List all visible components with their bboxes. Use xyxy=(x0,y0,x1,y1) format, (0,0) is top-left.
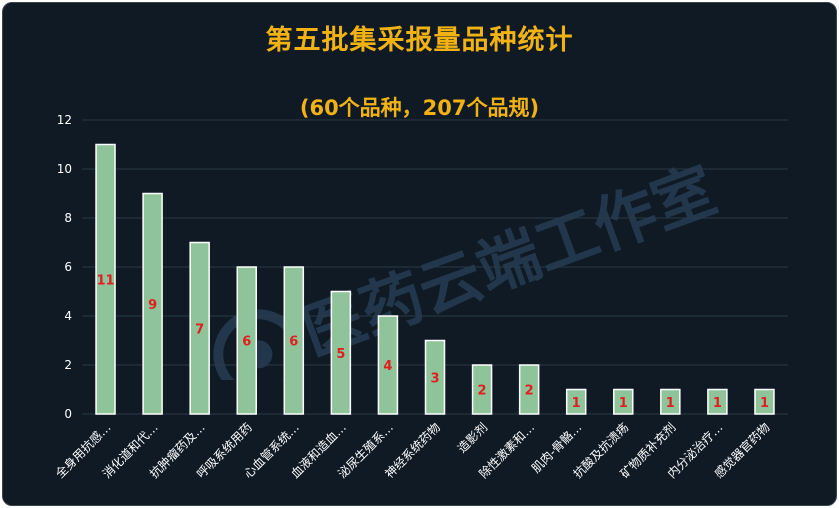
y-tick-label: 2 xyxy=(64,358,72,372)
data-label: 6 xyxy=(289,335,298,350)
data-label: 1 xyxy=(666,396,675,411)
bar xyxy=(236,266,257,415)
data-label: 1 xyxy=(760,396,769,411)
bar xyxy=(471,364,493,415)
bar xyxy=(707,388,728,415)
data-label: 11 xyxy=(96,273,114,288)
y-tick-label: 6 xyxy=(64,260,72,274)
data-label: 3 xyxy=(430,371,439,386)
bar xyxy=(565,388,587,415)
y-tick-label: 8 xyxy=(64,211,72,225)
bar xyxy=(142,192,163,415)
bar xyxy=(330,290,352,415)
chart-subtitle: (60个品种，207个品规) xyxy=(299,96,540,120)
bar xyxy=(95,143,116,415)
chart-title: 第五批集采报量品种统计 xyxy=(265,25,574,56)
data-label: 5 xyxy=(336,347,345,362)
data-label: 4 xyxy=(383,359,392,374)
bar xyxy=(660,388,681,415)
bar xyxy=(189,241,210,415)
y-tick-label: 12 xyxy=(57,113,72,127)
bar xyxy=(377,315,399,415)
data-label: 7 xyxy=(195,322,204,337)
bar xyxy=(754,388,775,415)
data-label: 9 xyxy=(148,298,157,313)
bar xyxy=(283,266,305,415)
data-label: 6 xyxy=(242,335,251,350)
data-label: 1 xyxy=(713,396,722,411)
data-label: 1 xyxy=(572,396,581,411)
y-tick-label: 0 xyxy=(64,407,72,421)
x-tick-label: 造影剂 xyxy=(454,420,490,456)
y-tick-label: 4 xyxy=(64,309,72,323)
bar xyxy=(424,339,446,415)
data-label: 1 xyxy=(619,396,628,411)
data-label: 2 xyxy=(525,384,534,399)
y-tick-label: 10 xyxy=(57,162,72,176)
bar xyxy=(518,364,540,415)
bar xyxy=(613,388,634,415)
data-label: 2 xyxy=(478,384,487,399)
